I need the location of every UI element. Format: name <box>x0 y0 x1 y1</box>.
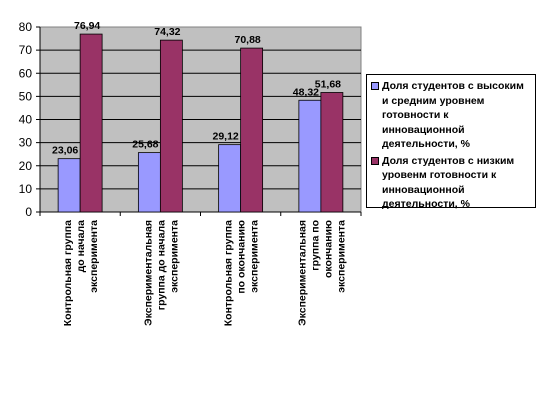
legend-label-series-1: Доля студентов с высоким и средним уровн… <box>382 80 524 150</box>
y-tick-label: 30 <box>19 136 33 150</box>
x-tick-label-line: Экспериментальная <box>296 220 308 326</box>
x-tick-label-line: Экспериментальная <box>142 220 154 326</box>
bar-series-1 <box>57 158 81 213</box>
y-tick-label: 50 <box>19 89 33 103</box>
x-tick-label-line: группа до начала <box>155 220 167 310</box>
y-tick-label: 10 <box>19 182 33 196</box>
data-label: 70,88 <box>234 34 260 46</box>
legend-swatch-series-1 <box>371 82 379 90</box>
x-tick-label-line: окончанию <box>322 220 334 278</box>
bar-series-2 <box>159 39 183 213</box>
bar-series-1 <box>218 144 242 213</box>
data-label: 29,12 <box>212 131 238 143</box>
legend-swatch-series-2 <box>371 156 379 165</box>
y-axis: 0 10 20 30 40 50 60 70 80 <box>19 20 362 219</box>
x-tick-label-line: по окончанию <box>236 220 248 294</box>
y-tick-label: 60 <box>19 66 33 80</box>
x-tick-label-line: эксперимента <box>168 220 180 293</box>
x-tick-label: Экспериментальная группа по окончанию экспе… <box>296 220 347 326</box>
x-tick-label: Контрольная группа до начала эксперимента <box>62 220 100 326</box>
x-tick-label: Контрольная группа по окончанию эксперимен… <box>223 220 261 326</box>
bar-series-2 <box>79 33 103 213</box>
x-tick-label-line: эксперимента <box>335 220 347 293</box>
data-label: 51,68 <box>315 78 341 90</box>
y-tick-label: 70 <box>19 43 33 57</box>
bar-series-1 <box>298 99 322 213</box>
y-tick-label: 40 <box>19 113 33 127</box>
data-label: 76,94 <box>74 20 100 32</box>
y-tick-label: 20 <box>19 159 33 173</box>
x-tick-label-line: группа по <box>309 220 321 271</box>
bar-series-2 <box>320 92 344 213</box>
x-tick-label-line: Контрольная группа <box>62 220 74 326</box>
y-tick-label: 0 <box>25 205 32 219</box>
bar-series-1 <box>137 152 161 213</box>
legend-item-series-1: Доля студентов с высоким и средним уровн… <box>371 79 531 152</box>
x-axis-labels: Контрольная группа до начала эксперимента Э… <box>62 220 347 326</box>
y-tick-label: 80 <box>19 20 33 34</box>
x-tick-label-line: эксперимента <box>249 220 261 293</box>
data-label: 25,68 <box>132 139 158 151</box>
x-tick-label-line: Контрольная группа <box>223 220 235 326</box>
legend-item-series-2: Доля студентов с низким уровенм готовнос… <box>371 154 531 212</box>
legend-label-series-2: Доля студентов с низким уровенм готовнос… <box>382 154 515 211</box>
x-tick-label-line: эксперимента <box>88 220 100 293</box>
data-label: 48,32 <box>293 86 319 98</box>
data-label: 74,32 <box>154 26 180 38</box>
legend: Доля студентов с высоким и средним уровн… <box>366 74 536 210</box>
bar-series-2 <box>240 47 264 213</box>
x-tick-label: Экспериментальная группа до начала экспери… <box>142 220 180 326</box>
bars <box>57 33 344 213</box>
x-tick-label-line: до начала <box>75 220 87 273</box>
data-label: 23,06 <box>52 145 78 157</box>
